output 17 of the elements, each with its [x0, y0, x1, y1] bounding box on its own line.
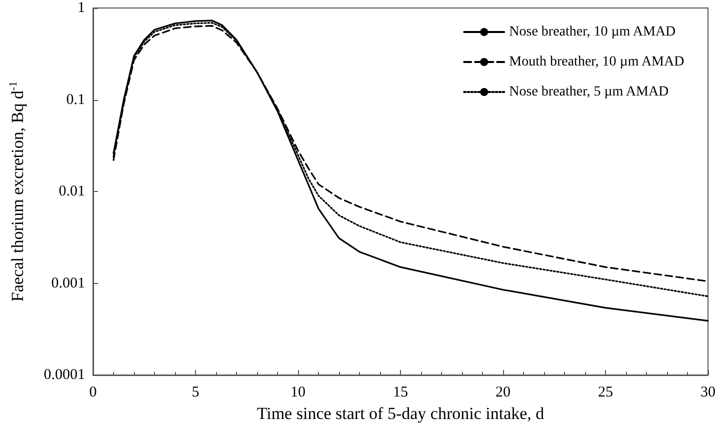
legend-label: Mouth breather, 10 µm AMAD	[509, 54, 684, 70]
y-tick-label: 1	[78, 0, 85, 16]
legend-label: Nose breather, 10 µm AMAD	[509, 24, 676, 40]
x-axis-title: Time since start of 5-day chronic intake, d	[256, 404, 545, 423]
x-tick-label: 10	[290, 384, 306, 400]
x-tick-label: 5	[192, 384, 200, 400]
y-tick-label: 0.1	[66, 92, 85, 108]
y-axis-title: Faecal thorium excretion, Bq d-1	[8, 81, 27, 302]
x-tick-label: 0	[89, 384, 97, 400]
x-tick-label: 15	[393, 384, 408, 400]
y-tick-label: 0.0001	[44, 367, 85, 383]
x-tick-label: 25	[598, 384, 613, 400]
x-tick-label: 30	[700, 384, 716, 400]
legend-label: Nose breather, 5 µm AMAD	[509, 84, 669, 100]
y-tick-label: 0.01	[58, 184, 85, 200]
y-tick-label: 0.001	[51, 275, 85, 292]
x-tick-label: 20	[496, 384, 510, 400]
